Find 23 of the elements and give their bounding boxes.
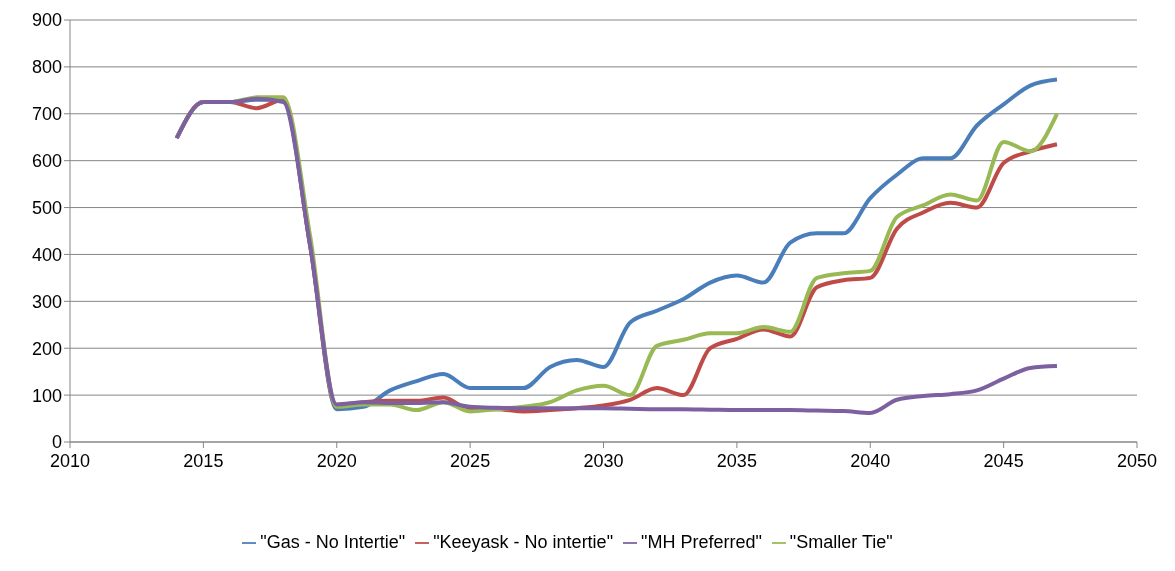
y-tick-label: 400 <box>31 244 62 265</box>
x-tick-label: 2035 <box>716 450 757 471</box>
y-tick-label: 500 <box>31 197 62 218</box>
legend-label: "MH Preferred" <box>641 532 762 552</box>
x-tick-label: 2050 <box>1116 450 1158 471</box>
y-tick-label: 300 <box>31 291 62 312</box>
y-tick-label: 0 <box>51 432 62 453</box>
legend-label: "Keeyask - No intertie" <box>433 532 614 552</box>
x-tick-label: 2045 <box>983 450 1024 471</box>
y-tick-label: 900 <box>31 10 62 31</box>
y-tick-label: 800 <box>31 57 62 78</box>
x-tick-label: 2025 <box>450 450 491 471</box>
x-tick-label: 2020 <box>316 450 357 471</box>
x-tick-label: 2015 <box>183 450 224 471</box>
legend-label: "Smaller Tie" <box>789 532 893 552</box>
y-tick-label: 700 <box>31 104 62 125</box>
x-tick-label: 2040 <box>850 450 891 471</box>
x-tick-label: 2010 <box>49 450 91 471</box>
y-tick-label: 200 <box>31 338 62 359</box>
y-tick-label: 600 <box>31 151 62 172</box>
x-tick-label: 2030 <box>583 450 624 471</box>
y-tick-label: 100 <box>31 385 62 406</box>
legend-label: "Gas - No Intertie" <box>260 532 406 552</box>
